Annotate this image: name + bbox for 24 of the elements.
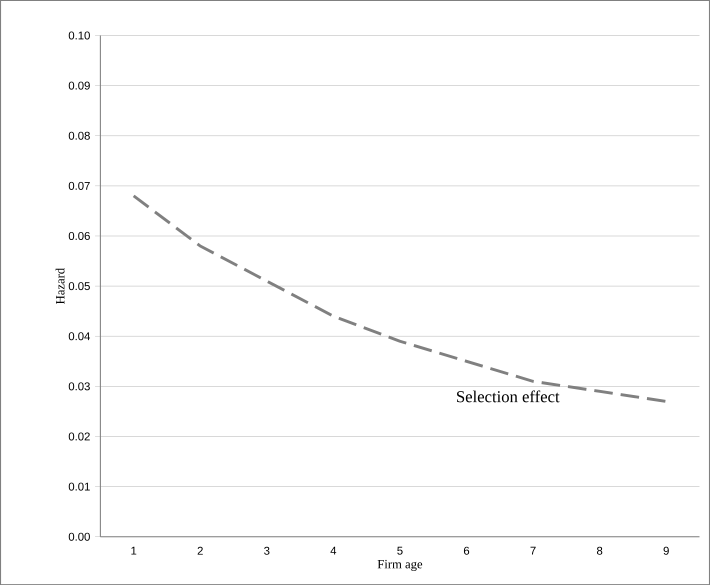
- x-tick-label: 3: [264, 546, 270, 555]
- x-tick-label: 1: [131, 546, 136, 554]
- y-tick-label: 0.10: [68, 31, 90, 40]
- x-tick-label: 6: [464, 546, 470, 555]
- y-tick-label: 0.06: [68, 232, 90, 240]
- y-axis-title: Hazard: [56, 268, 65, 304]
- x-tick-label: 8: [596, 546, 602, 555]
- x-tick-label: 4: [330, 546, 336, 554]
- y-tick-label: 0.09: [68, 82, 90, 90]
- y-tick-label: 0.07: [68, 182, 90, 190]
- x-axis-title: Firm age: [378, 560, 422, 571]
- x-tick-label: 5: [397, 546, 403, 555]
- y-tick-label: 0.03: [68, 382, 90, 390]
- y-tick-label: 0.01: [68, 482, 90, 491]
- x-tick-label: 9: [664, 546, 669, 555]
- annotation: Selection effect: [457, 390, 560, 402]
- y-tick-label: 0.04: [68, 332, 90, 340]
- line-series: [132, 194, 668, 403]
- y-tick-label: 0.02: [68, 432, 90, 440]
- y-tick-label: 0.08: [68, 132, 90, 140]
- x-tick-label: 2: [198, 546, 203, 555]
- x-tick-label: 7: [530, 546, 536, 554]
- y-tick-label: 0.00: [68, 532, 90, 541]
- y-tick-label: 0.05: [68, 282, 90, 290]
